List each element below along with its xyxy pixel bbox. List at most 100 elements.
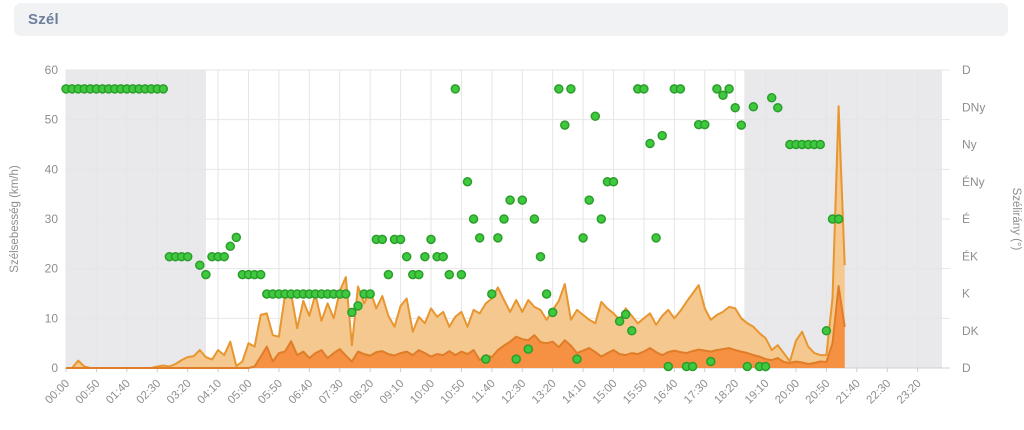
direction-dot (584, 195, 594, 205)
direction-dot (438, 251, 448, 262)
page-title: Szél (28, 11, 59, 28)
direction-dot (420, 251, 430, 262)
direction-dot (547, 307, 558, 318)
direction-dot (426, 234, 436, 245)
x-tick-label: 20:00 (773, 378, 802, 407)
direction-dot (535, 251, 546, 262)
x-tick-label: 13:20 (530, 378, 559, 407)
direction-dot (608, 177, 619, 187)
direction-dot (158, 84, 169, 94)
direction-dot (572, 354, 582, 364)
x-tick-label: 00:00 (43, 378, 72, 407)
x-tick-label: 22:30 (865, 378, 894, 407)
direction-dot (590, 111, 601, 121)
x-tick-label: 10:50 (439, 378, 468, 407)
direction-dot (383, 269, 394, 280)
direction-dot (712, 84, 722, 94)
y-right-tick-label: DNy (962, 100, 985, 114)
direction-dot (718, 90, 728, 101)
direction-dot (414, 269, 424, 280)
y-left-tick-label: 40 (45, 162, 59, 176)
direction-dot (468, 214, 479, 224)
y-right-tick-label: Ny (962, 138, 977, 152)
y-right-tick-label: É (962, 211, 970, 226)
direction-dot (401, 251, 412, 262)
y-left-tick-label: 60 (45, 63, 59, 77)
x-tick-label: 04:10 (195, 378, 224, 407)
direction-dot (481, 354, 491, 364)
direction-dot (815, 139, 826, 150)
direction-dot (760, 361, 771, 372)
direction-dot (499, 214, 509, 224)
direction-dot (529, 214, 540, 224)
y-right-tick-label: ÉK (962, 248, 978, 263)
y-left-tick-label: 20 (45, 262, 59, 276)
direction-dot (493, 233, 503, 243)
direction-dot (219, 251, 229, 262)
direction-dot (748, 102, 759, 112)
y-right-tick-label: ÉNy (962, 174, 985, 189)
direction-dot (706, 356, 716, 367)
direction-dot (474, 233, 485, 243)
x-tick-label: 17:30 (682, 378, 711, 407)
direction-dot (833, 214, 844, 224)
direction-dot (201, 269, 211, 280)
direction-dot (724, 84, 734, 94)
y-left-axis-title: Szélsebesség (km/h) (9, 165, 21, 273)
x-tick-label: 03:20 (165, 378, 194, 407)
direction-dot (377, 234, 388, 245)
direction-dot (773, 102, 783, 113)
direction-dot (651, 233, 661, 243)
direction-dot (225, 241, 236, 252)
direction-dot (487, 289, 497, 299)
direction-dot (450, 84, 461, 94)
direction-dot (541, 289, 552, 299)
x-tick-label: 12:30 (500, 378, 529, 407)
x-tick-label: 18:20 (712, 378, 741, 407)
direction-dot (687, 361, 698, 372)
x-tick-label: 05:50 (256, 378, 285, 407)
x-tick-label: 06:40 (287, 378, 316, 407)
direction-dot (560, 120, 570, 130)
y-right-tick-label: D (962, 63, 971, 77)
direction-dot (517, 195, 528, 205)
direction-dot (456, 269, 467, 280)
x-tick-label: 19:10 (743, 378, 772, 407)
x-tick-label: 09:10 (378, 378, 407, 407)
direction-dot (614, 316, 625, 327)
x-tick-label: 00:50 (74, 378, 103, 407)
direction-dot (742, 361, 753, 372)
direction-dot (766, 93, 777, 103)
direction-dot (523, 344, 534, 354)
wind-speed-line (66, 285, 846, 369)
x-tick-label: 15:50 (621, 378, 650, 407)
direction-dot (255, 269, 266, 280)
wind-gust-line (66, 105, 846, 369)
direction-dot (182, 251, 193, 262)
x-tick-label: 21:40 (834, 378, 863, 407)
direction-dot (395, 234, 406, 245)
direction-dot (663, 361, 674, 372)
x-tick-label: 11:40 (470, 378, 498, 406)
x-tick-label: 07:30 (317, 378, 346, 407)
direction-dot (347, 307, 357, 318)
x-tick-label: 23:20 (895, 378, 924, 407)
direction-dot (505, 195, 515, 205)
direction-dot (730, 102, 740, 113)
direction-dot (353, 301, 363, 311)
direction-dot (627, 326, 637, 336)
x-tick-label: 01:40 (104, 378, 133, 407)
section-header: Szél (14, 3, 1008, 36)
direction-dot (620, 309, 631, 320)
direction-dot (462, 177, 473, 187)
direction-dot (341, 289, 351, 299)
y-left-tick-label: 0 (51, 361, 58, 375)
y-left-tick-label: 30 (45, 212, 59, 226)
direction-dot (675, 84, 686, 94)
x-tick-label: 05:00 (226, 378, 255, 407)
x-tick-label: 16:40 (652, 378, 681, 407)
x-tick-label: 08:20 (347, 378, 376, 407)
y-right-tick-label: DK (962, 324, 979, 338)
direction-dot (554, 84, 564, 94)
direction-dot (821, 326, 832, 336)
